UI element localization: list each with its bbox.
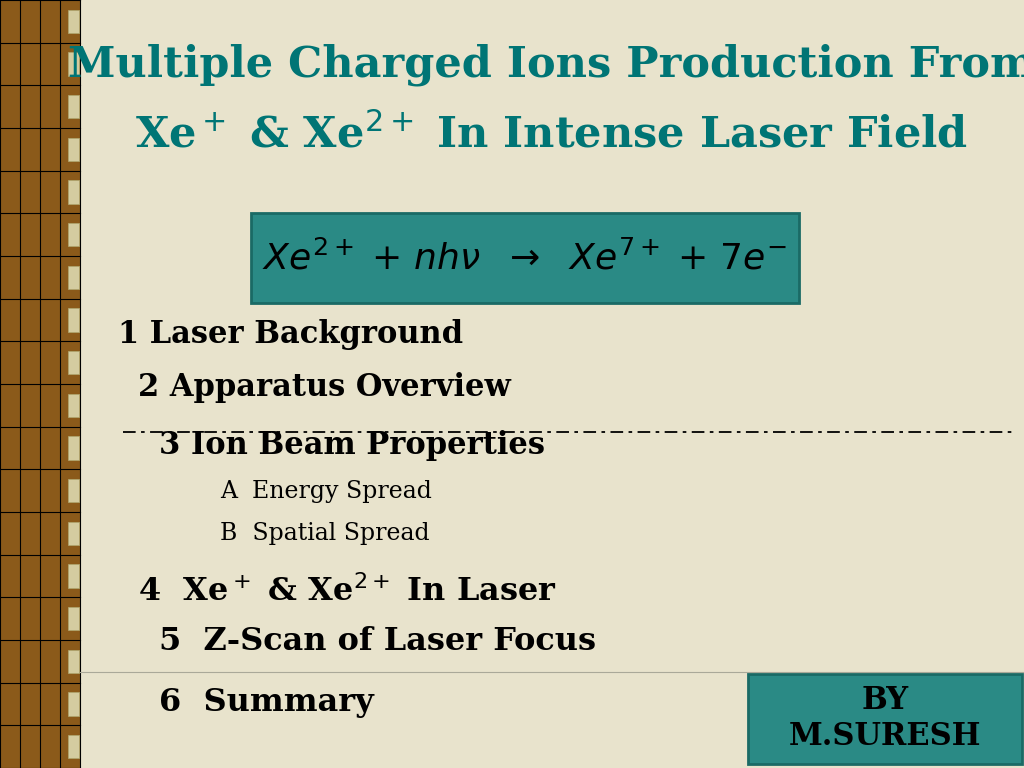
- Bar: [68, 735, 79, 759]
- Text: 4  Xe$^+$ & Xe$^{2+}$ In Laser: 4 Xe$^+$ & Xe$^{2+}$ In Laser: [138, 575, 557, 607]
- Bar: [68, 223, 79, 247]
- Text: 1 Laser Background: 1 Laser Background: [118, 319, 463, 349]
- Text: Xe$^+$ & Xe$^{2+}$ In Intense Laser Field: Xe$^+$ & Xe$^{2+}$ In Intense Laser Fiel…: [135, 114, 969, 156]
- Bar: [68, 266, 79, 289]
- Bar: [68, 394, 79, 417]
- Bar: [68, 607, 79, 631]
- Bar: [68, 692, 79, 716]
- Bar: [68, 521, 79, 545]
- Text: BY
M.SURESH: BY M.SURESH: [788, 686, 981, 752]
- Bar: [68, 308, 79, 332]
- Text: A  Energy Spread: A Energy Spread: [220, 480, 432, 503]
- Text: 6  Summary: 6 Summary: [159, 687, 374, 718]
- Bar: [0, 0, 80, 768]
- Bar: [68, 137, 79, 161]
- Bar: [68, 436, 79, 460]
- Bar: [251, 213, 799, 303]
- Text: 5  Z-Scan of Laser Focus: 5 Z-Scan of Laser Focus: [159, 626, 596, 657]
- Bar: [68, 564, 79, 588]
- Text: $\mathit{Xe}^{2+}$ + $\mathit{nh\nu}$  $\rightarrow$  $\mathit{Xe}^{7+}$ + $\mat: $\mathit{Xe}^{2+}$ + $\mathit{nh\nu}$ $\…: [262, 240, 787, 276]
- Text: B  Spatial Spread: B Spatial Spread: [220, 522, 430, 545]
- Bar: [748, 674, 1022, 764]
- Text: Multiple Charged Ions Production From: Multiple Charged Ions Production From: [69, 44, 1024, 86]
- Text: 3 Ion Beam Properties: 3 Ion Beam Properties: [159, 430, 545, 461]
- Bar: [68, 180, 79, 204]
- Text: 2 Apparatus Overview: 2 Apparatus Overview: [138, 372, 511, 403]
- Bar: [68, 52, 79, 76]
- Bar: [68, 10, 79, 33]
- Bar: [68, 479, 79, 502]
- Bar: [68, 650, 79, 673]
- Bar: [68, 351, 79, 375]
- Bar: [68, 95, 79, 118]
